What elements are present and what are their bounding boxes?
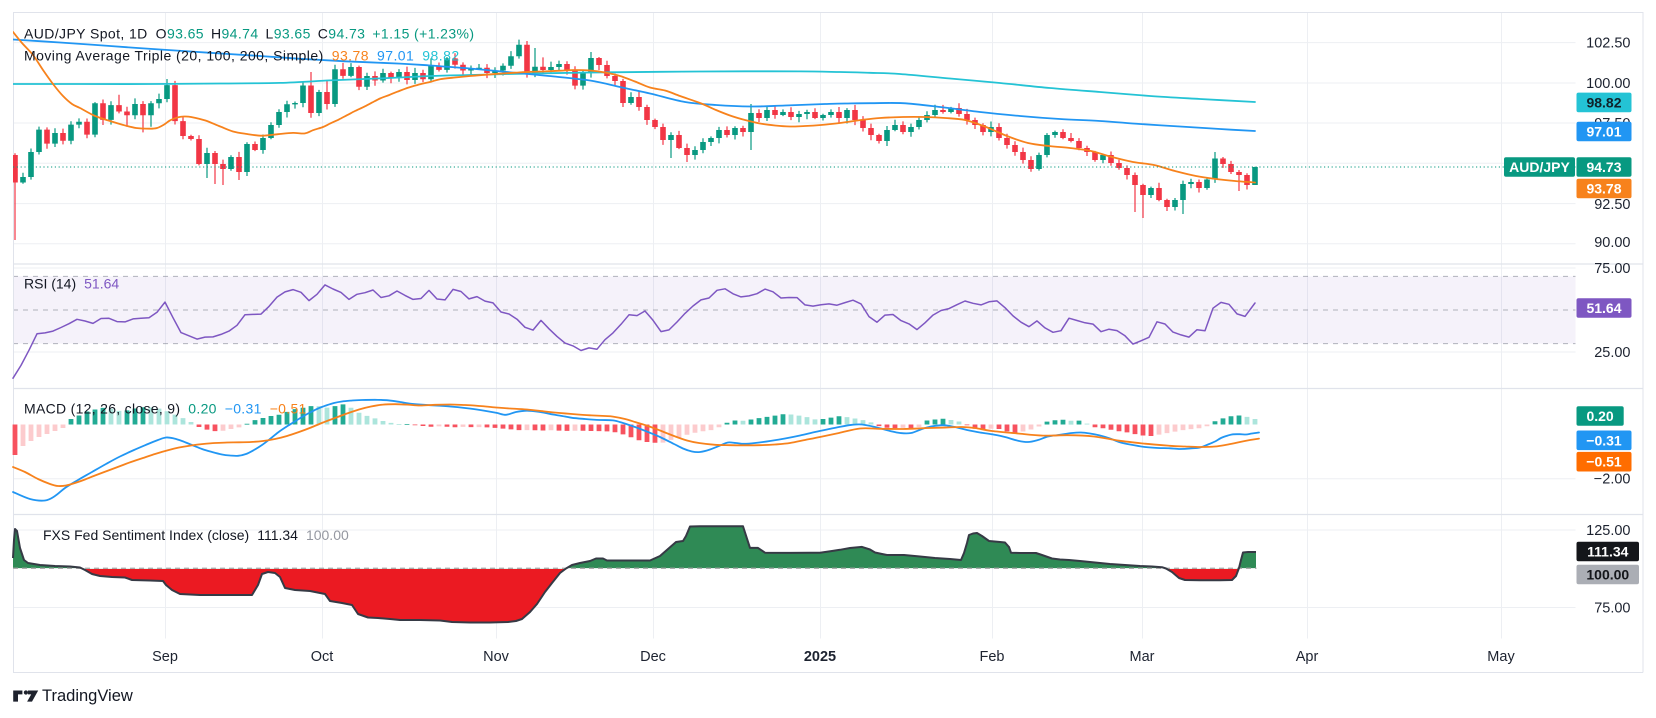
svg-text:2025: 2025	[804, 649, 836, 665]
svg-text:97.01: 97.01	[1586, 124, 1621, 140]
svg-text:92.50: 92.50	[1594, 197, 1630, 213]
svg-text:100.00: 100.00	[1586, 76, 1630, 92]
svg-text:MACD (12, 26, close, 9)0.20−0.: MACD (12, 26, close, 9) 0.20 −0.31 −0.51	[24, 401, 307, 417]
svg-text:98.82: 98.82	[1586, 94, 1621, 110]
svg-text:Feb: Feb	[980, 649, 1005, 665]
svg-text:102.50: 102.50	[1586, 36, 1630, 52]
svg-text:TradingView: TradingView	[42, 687, 133, 705]
svg-text:94.73: 94.73	[1586, 159, 1621, 175]
svg-text:75.00: 75.00	[1594, 261, 1630, 277]
svg-text:RSI (14)51.64: RSI (14) 51.64	[24, 276, 119, 292]
svg-text:Apr: Apr	[1296, 649, 1319, 665]
svg-text:Mar: Mar	[1130, 649, 1155, 665]
svg-text:AUD/JPY: AUD/JPY	[1509, 159, 1570, 175]
svg-text:125.00: 125.00	[1586, 523, 1630, 539]
svg-text:Oct: Oct	[311, 649, 334, 665]
svg-text:−2.00: −2.00	[1594, 472, 1631, 488]
svg-text:25.00: 25.00	[1594, 345, 1630, 361]
svg-text:51.64: 51.64	[1586, 300, 1621, 316]
svg-text:93.78: 93.78	[1586, 181, 1621, 197]
svg-text:111.34: 111.34	[1587, 544, 1628, 560]
svg-text:−0.31: −0.31	[1586, 432, 1622, 448]
svg-text:−0.51: −0.51	[1586, 454, 1622, 470]
svg-text:Sep: Sep	[152, 649, 178, 665]
svg-text:Dec: Dec	[640, 649, 666, 665]
svg-text:75.00: 75.00	[1594, 601, 1630, 617]
svg-text:May: May	[1487, 649, 1515, 665]
svg-text:90.00: 90.00	[1594, 235, 1630, 251]
svg-text:100.00: 100.00	[1586, 567, 1629, 583]
svg-text:Nov: Nov	[483, 649, 510, 665]
svg-text:FXS Fed Sentiment Index (close: FXS Fed Sentiment Index (close) 111.34 100…	[43, 527, 349, 543]
svg-text:0.20: 0.20	[1586, 408, 1613, 424]
svg-text:Moving Average Triple (20, 100: Moving Average Triple (20, 100, 200, Sim…	[24, 48, 460, 64]
